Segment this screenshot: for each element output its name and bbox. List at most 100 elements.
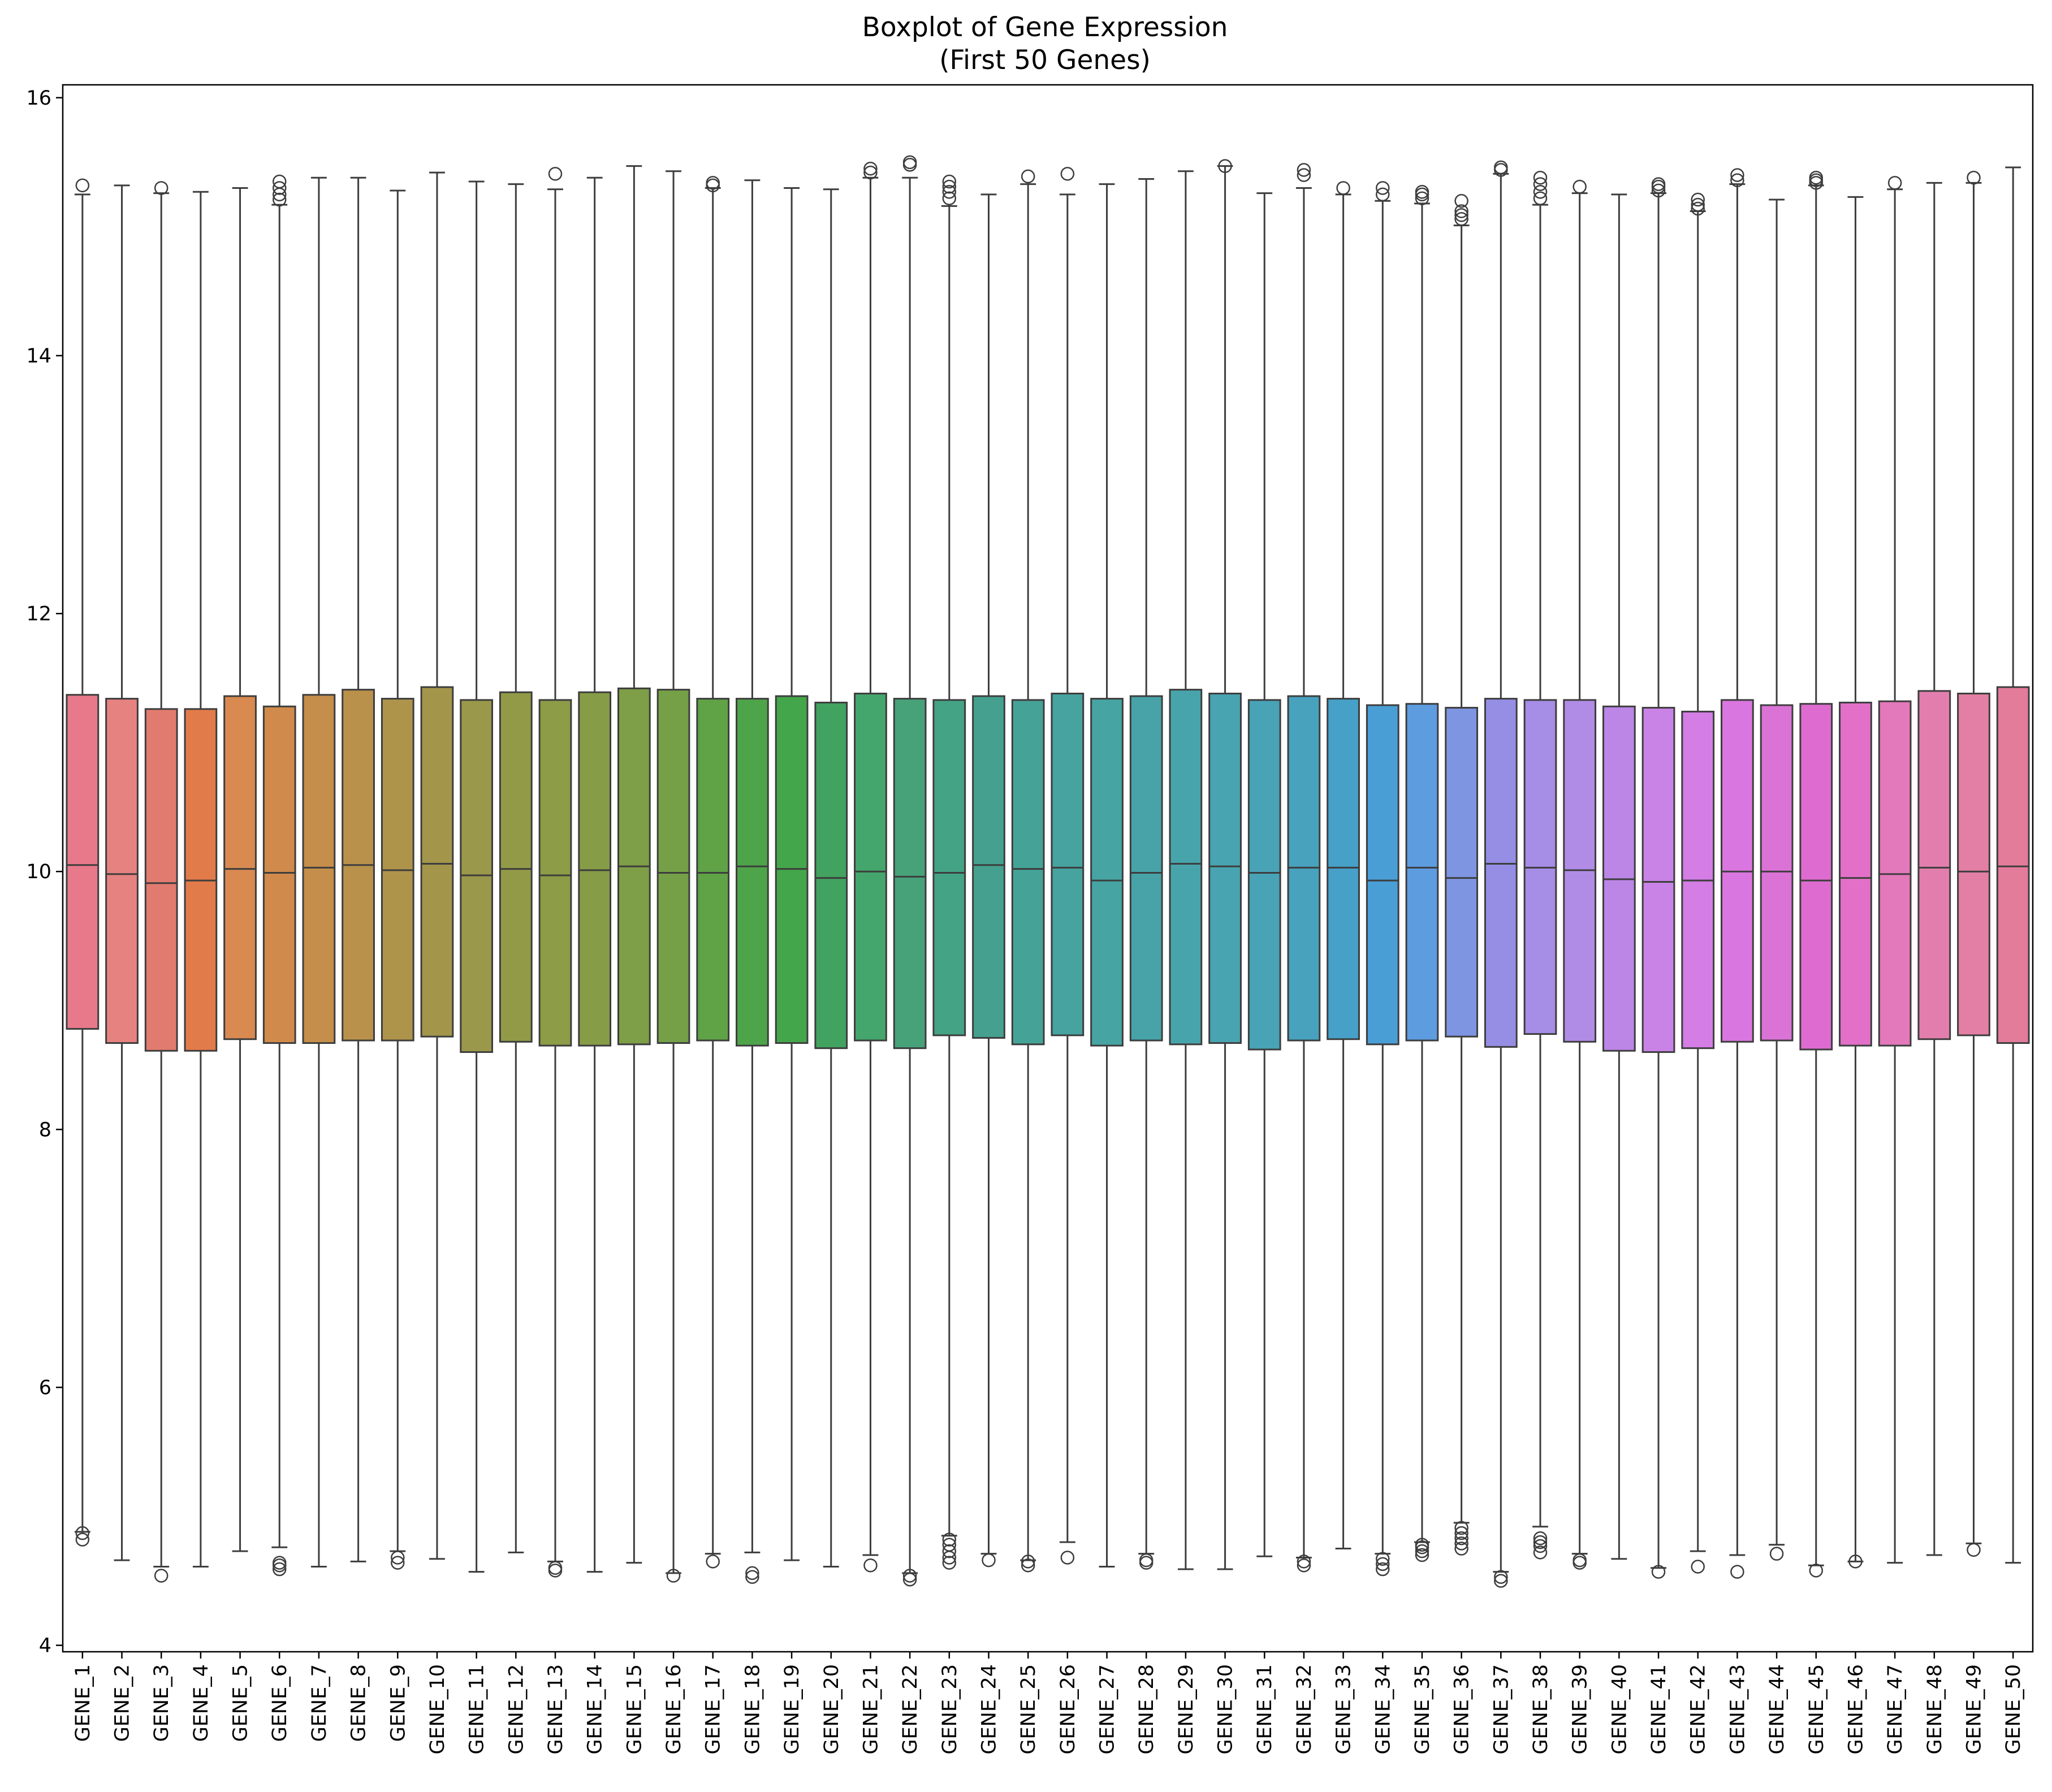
outlier-point — [1376, 187, 1390, 202]
box-iqr — [972, 695, 1005, 1039]
chart-title: Boxplot of Gene Expression — [862, 12, 1228, 43]
x-tick-label: GENE_50 — [2002, 1664, 2025, 1755]
outlier-point — [1848, 1554, 1863, 1569]
box-iqr — [854, 692, 887, 1042]
outlier-point — [272, 1556, 287, 1570]
box-iqr — [893, 698, 927, 1050]
outlier-point — [1809, 170, 1824, 185]
box-group-gene-7 — [302, 176, 336, 1568]
x-tick-label: GENE_1 — [72, 1664, 94, 1742]
x-tick-label: GENE_32 — [1293, 1664, 1316, 1755]
box-group-gene-1 — [66, 178, 100, 1547]
outlier-point — [1021, 1554, 1035, 1569]
x-tick-label: GENE_27 — [1096, 1664, 1119, 1755]
outlier-point — [1021, 169, 1035, 184]
plot-frame — [62, 84, 2034, 1653]
outlier-point — [1573, 1553, 1587, 1568]
outlier-point — [1297, 1558, 1311, 1573]
box-group-gene-11 — [460, 180, 494, 1573]
box-iqr — [1366, 704, 1399, 1046]
outlier-point — [1533, 1531, 1548, 1545]
y-tick-label: 6 — [39, 1376, 51, 1399]
box-group-gene-16 — [656, 170, 690, 1583]
box-group-gene-36 — [1445, 194, 1479, 1556]
box-group-gene-34 — [1366, 181, 1399, 1577]
box-iqr — [1208, 692, 1242, 1044]
outlier-point — [391, 1551, 405, 1565]
outlier-point — [1415, 1548, 1429, 1562]
outlier-point — [942, 1538, 957, 1552]
box-iqr — [1445, 707, 1479, 1038]
box-iqr — [932, 699, 966, 1037]
box-iqr — [1839, 701, 1872, 1047]
x-tick-label: GENE_28 — [1135, 1664, 1158, 1755]
outlier-point — [1021, 1558, 1035, 1573]
y-axis: 4 6 8 10 12 14 16 — [26, 87, 63, 1657]
box-iqr — [1169, 689, 1203, 1046]
outlier-point — [1454, 1541, 1468, 1556]
outlier-point — [1691, 197, 1705, 212]
box-group-gene-2 — [105, 184, 139, 1561]
outlier-point — [75, 178, 90, 193]
box-iqr — [1917, 690, 1951, 1040]
outlier-point — [1454, 208, 1468, 222]
box-group-gene-31 — [1247, 192, 1281, 1557]
box-group-gene-32 — [1287, 163, 1321, 1573]
boxes-layer — [66, 155, 2030, 1588]
outlier-point — [1297, 163, 1311, 177]
outlier-point — [1691, 192, 1705, 207]
outlier-point — [1533, 177, 1548, 191]
outlier-point — [902, 1573, 917, 1587]
outlier-point — [1454, 211, 1468, 226]
outlier-point — [1533, 185, 1548, 199]
outlier-point — [1769, 1547, 1784, 1561]
outlier-point — [706, 176, 720, 190]
box-iqr — [1957, 692, 1990, 1037]
x-tick-label: GENE_48 — [1924, 1664, 1946, 1755]
x-tick-label: GENE_7 — [308, 1664, 331, 1742]
y-tick-label: 4 — [39, 1635, 51, 1657]
outlier-point — [1730, 173, 1744, 188]
box-iqr — [1247, 699, 1281, 1051]
x-tick-label: GENE_38 — [1530, 1664, 1552, 1755]
x-tick-label: GENE_40 — [1608, 1664, 1631, 1755]
box-group-gene-33 — [1327, 181, 1360, 1550]
x-tick-label: GENE_45 — [1805, 1664, 1828, 1755]
outlier-point — [1297, 1554, 1311, 1569]
x-tick-label: GENE_41 — [1648, 1664, 1670, 1755]
x-tick-label: GENE_16 — [663, 1664, 685, 1755]
x-tick-label: GENE_19 — [781, 1664, 803, 1755]
outlier-point — [272, 174, 287, 189]
x-tick-label: GENE_46 — [1844, 1664, 1867, 1755]
x-tick-label: GENE_24 — [978, 1664, 1000, 1755]
outlier-point — [942, 1532, 957, 1547]
box-group-gene-43 — [1721, 168, 1754, 1579]
outlier-point — [75, 1532, 90, 1547]
outlier-point — [272, 1562, 287, 1577]
y-tick-label: 16 — [26, 87, 51, 110]
outlier-point — [1454, 194, 1468, 208]
box-group-gene-38 — [1523, 170, 1557, 1560]
box-group-gene-28 — [1129, 178, 1163, 1570]
box-group-gene-24 — [972, 193, 1005, 1568]
outlier-point — [1415, 1538, 1429, 1552]
x-tick-label: GENE_49 — [1963, 1664, 1985, 1755]
x-tick-label: GENE_2 — [111, 1664, 134, 1742]
outlier-point — [391, 1556, 405, 1570]
box-iqr — [736, 698, 769, 1047]
x-tick-label: GENE_31 — [1254, 1664, 1276, 1755]
box-group-gene-45 — [1799, 170, 1833, 1578]
outlier-point — [1454, 204, 1468, 218]
outlier-point — [942, 174, 957, 189]
box-group-gene-41 — [1641, 177, 1675, 1579]
box-iqr — [814, 701, 848, 1050]
box-group-gene-25 — [1011, 169, 1045, 1573]
outlier-point — [1454, 1531, 1468, 1545]
box-group-gene-27 — [1090, 183, 1124, 1568]
outlier-point — [1218, 159, 1232, 173]
box-group-gene-14 — [578, 176, 612, 1573]
box-iqr — [1799, 703, 1833, 1051]
box-group-gene-5 — [223, 187, 257, 1552]
outlier-point — [1415, 1544, 1429, 1558]
outlier-point — [1376, 181, 1390, 195]
